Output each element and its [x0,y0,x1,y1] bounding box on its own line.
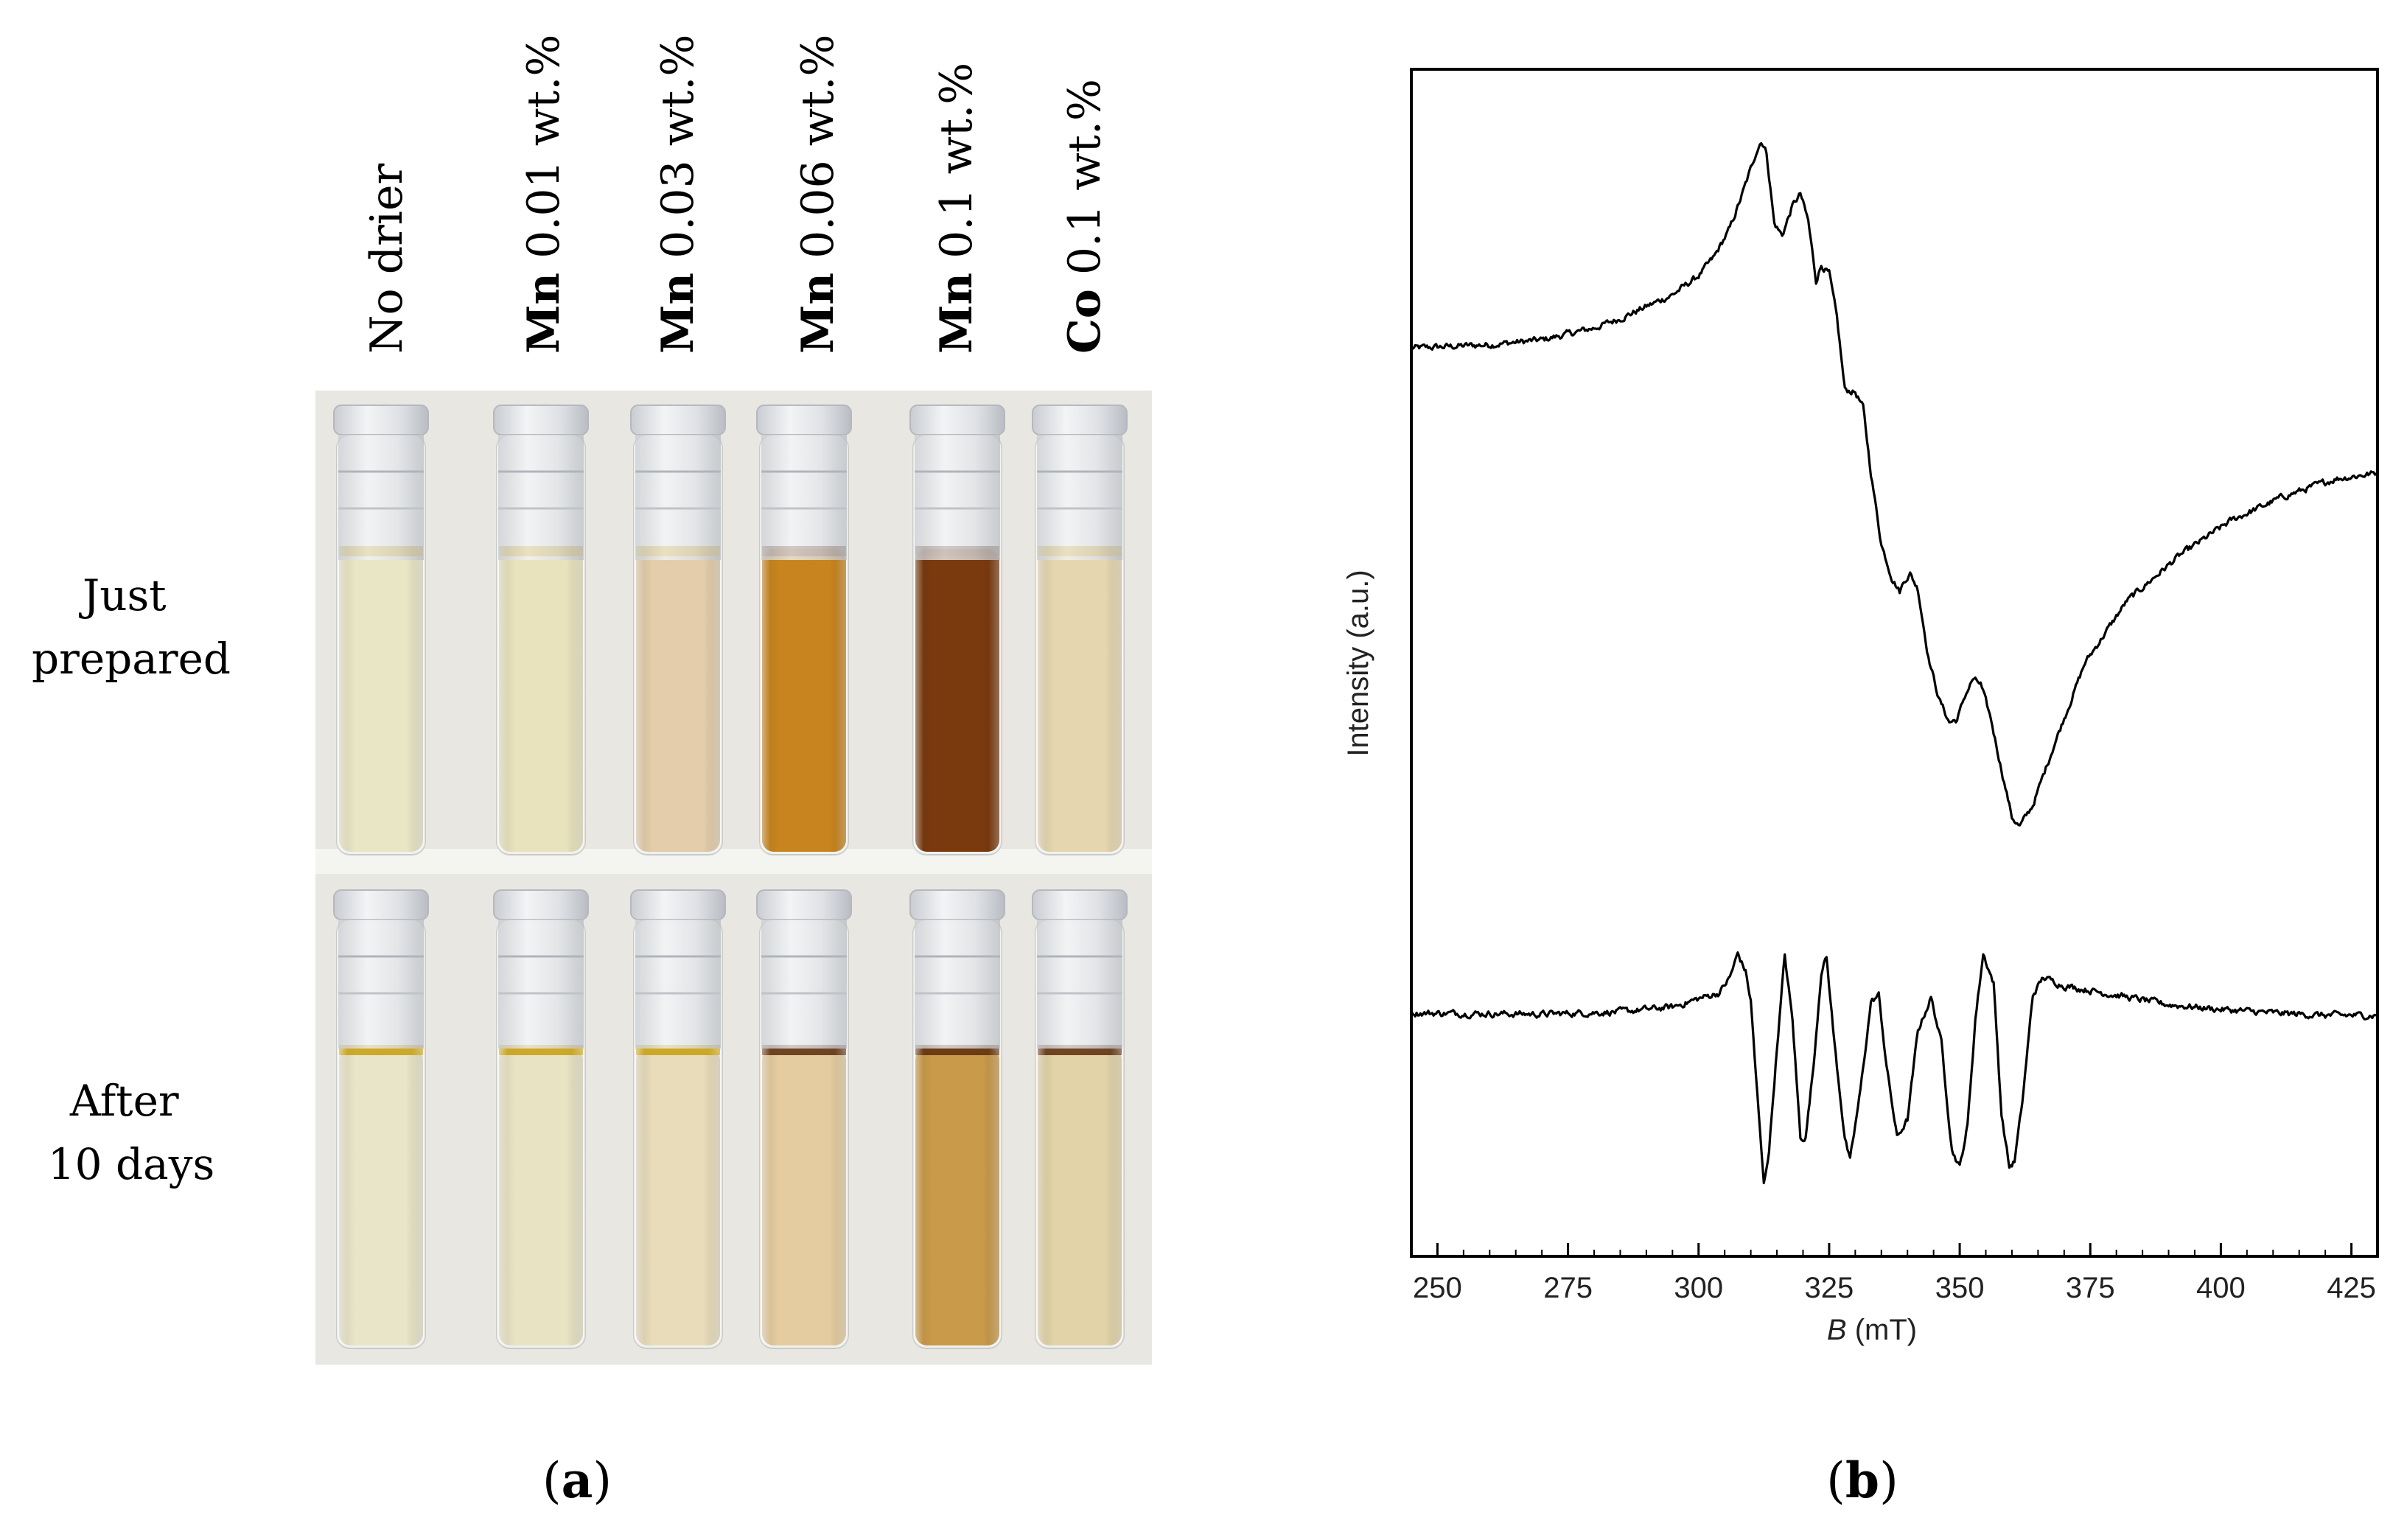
vial-after-10-days-5 [1032,889,1128,1349]
column-label-mn-0.01: Mn 0.01 wt.% [518,35,570,354]
panel-b-epr-chart: 250 275 300 325 350 375 400 425 B (mT) Intensit… [1342,68,2379,1509]
vial-just-prepared-0 [333,405,429,855]
vial-after-10-days-0 [333,889,429,1349]
x-tick-label: 300 [1674,1272,1723,1304]
column-label-mn-0.03: Mn 0.03 wt.% [652,35,704,354]
vial-just-prepared-1 [493,405,589,855]
vial-after-10-days-3 [756,889,852,1349]
series-line-lower-spectrum [1410,951,2379,1185]
vial-just-prepared-2 [630,405,726,855]
row-labels: Just prepared After 10 days [32,570,231,1189]
panel-a-caption: (a) [542,1452,612,1509]
column-label-no-drier: No drier [361,164,413,354]
photo-background [315,391,1152,1365]
column-label-mn-0.1: Mn 0.1 wt.% [931,63,982,354]
vial-just-prepared-4 [909,405,1005,855]
row-label-after-10-days: After 10 days [48,1076,214,1189]
panel-b-caption: (b) [1826,1452,1898,1509]
column-label-co-0.1: Co 0.1 wt.% [1059,79,1111,354]
vial-after-10-days-2 [630,889,726,1349]
vial-after-10-days-4 [909,889,1005,1349]
x-tick-label: 375 [2066,1272,2115,1304]
y-axis-label: Intensity (a.u.) [1342,570,1374,756]
x-axis-minor-ticks [1411,1250,2378,1256]
vial-after-10-days-1 [493,889,589,1349]
x-axis-major-ticks [1436,1243,2353,1256]
vial-photograph [315,391,1152,1365]
vial-just-prepared-5 [1032,405,1128,855]
x-tick-label: 425 [2327,1272,2376,1304]
x-tick-label: 350 [1935,1272,1985,1304]
x-tick-label: 250 [1413,1272,1462,1304]
photo-divider [315,849,1152,874]
spectra [1410,141,2379,1185]
x-tick-label: 275 [1543,1272,1593,1304]
x-tick-label: 400 [2196,1272,2246,1304]
x-axis-label: B (mT) [1827,1314,1917,1346]
column-labels: No drier Mn 0.01 wt.% Mn 0.03 wt.% Mn 0.… [361,35,1111,354]
vial-just-prepared-3 [756,405,852,855]
x-axis-tick-labels: 250 275 300 325 350 375 400 425 [1413,1272,2376,1304]
panel-a-vial-photo: No drier Mn 0.01 wt.% Mn 0.03 wt.% Mn 0.… [32,35,1152,1509]
series-line-upper-spectrum [1410,141,2379,827]
row-label-just-prepared: Just prepared [32,570,231,684]
x-tick-label: 325 [1805,1272,1854,1304]
column-label-mn-0.06: Mn 0.06 wt.% [792,35,844,354]
plot-frame [1410,68,2379,1258]
